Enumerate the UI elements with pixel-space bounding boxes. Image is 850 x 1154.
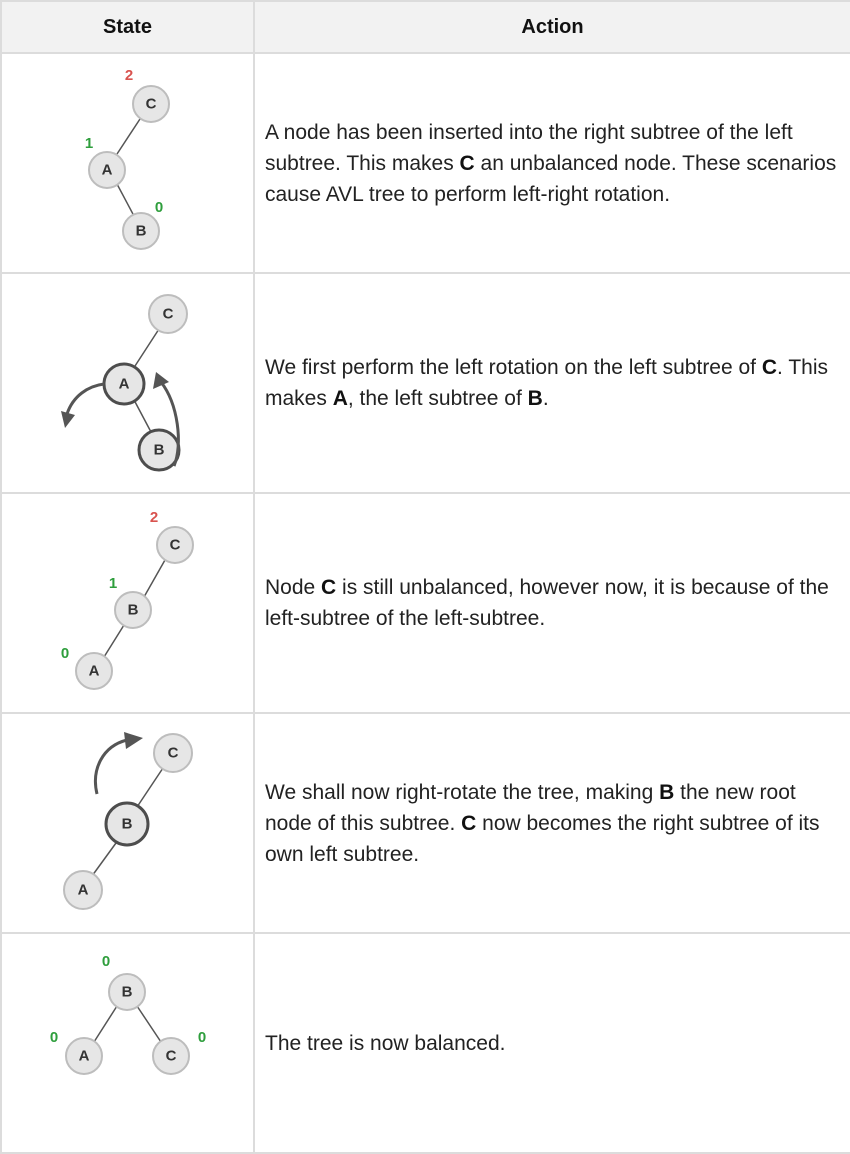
- rotation-arrow-left: [65, 382, 105, 415]
- state-diagram-cell: C A B 2 1 0: [0, 52, 255, 274]
- tree-edge: [136, 1005, 162, 1043]
- tree-node: [156, 526, 194, 564]
- column-header-action: Action: [253, 0, 850, 54]
- action-description: The tree is now balanced.: [253, 932, 850, 1154]
- tree-node: [132, 85, 170, 123]
- tree-edge: [132, 397, 152, 433]
- table-row: C A B 2 1 0 A node has been inserted int…: [0, 52, 850, 274]
- tree-edge: [134, 328, 160, 367]
- state-diagram-cell: C B A 2 1 0: [0, 492, 255, 714]
- balance-factor: 0: [155, 199, 163, 216]
- node-emphasis: C: [761, 356, 778, 379]
- tree-node: [75, 652, 113, 690]
- tree-edge: [103, 624, 125, 658]
- tree-node-label: A: [79, 1048, 90, 1065]
- tree-node: [153, 733, 193, 773]
- node-emphasis: B: [527, 387, 543, 410]
- tree-edge: [143, 559, 166, 598]
- balance-factor: 2: [150, 509, 158, 526]
- tree-node: [88, 151, 126, 189]
- table-header-row: State Action: [0, 0, 850, 54]
- tree-edge: [136, 767, 164, 808]
- tree-node-label: A: [119, 376, 130, 393]
- state-diagram-cell: C A B: [0, 272, 255, 494]
- tree-node-label: B: [128, 602, 139, 619]
- tree-node: [114, 591, 152, 629]
- balance-factor: 0: [198, 1029, 206, 1046]
- balance-factor: 2: [125, 67, 133, 84]
- action-description: We shall now right-rotate the tree, maki…: [253, 712, 850, 934]
- tree-node: [108, 973, 146, 1011]
- tree-node-label: C: [168, 745, 179, 762]
- tree-diagram: C A B 2 1 0: [85, 67, 170, 250]
- node-emphasis: C: [459, 151, 475, 175]
- balance-factor: 0: [61, 645, 69, 662]
- tree-node-label: A: [78, 882, 89, 899]
- tree-edge: [91, 842, 117, 877]
- table-row: C B A 2 1 0 Node C is still unbalanced, …: [0, 492, 850, 714]
- tree-node: [104, 801, 150, 847]
- tree-node-label: C: [146, 96, 157, 113]
- tree-node-label: C: [163, 306, 174, 323]
- tree-node-label: A: [102, 162, 113, 179]
- tree-diagram: B A C 0 0 0: [50, 953, 206, 1075]
- balance-factor: 0: [102, 953, 110, 970]
- tree-node-label: B: [154, 442, 165, 459]
- arrowhead: [153, 372, 169, 389]
- rotation-arrow-up: [159, 381, 180, 467]
- node-emphasis: B: [659, 780, 675, 804]
- node-emphasis: C: [461, 811, 477, 835]
- balance-factor: 0: [50, 1029, 58, 1046]
- tree-node-label: A: [89, 663, 100, 680]
- action-description: A node has been inserted into the right …: [253, 52, 850, 274]
- tree-node: [152, 1037, 190, 1075]
- tree-diagram: C A B: [61, 294, 188, 472]
- column-header-state: State: [0, 0, 255, 54]
- action-description: Node C is still unbalanced, however now,…: [253, 492, 850, 714]
- node-emphasis: C: [321, 576, 337, 599]
- tree-node-label: B: [122, 984, 133, 1001]
- tree-node-label: C: [170, 537, 181, 554]
- state-diagram-cell: C B A: [0, 712, 255, 934]
- balance-factor: 1: [85, 135, 93, 152]
- tree-node: [65, 1037, 103, 1075]
- tree-diagram: C B A: [63, 732, 193, 910]
- arrowhead: [124, 732, 143, 749]
- tree-edge: [116, 118, 141, 155]
- rotation-arrow-right: [94, 738, 128, 795]
- tree-node: [122, 212, 160, 250]
- table-row: C B A We shall now right-rotate the tree…: [0, 712, 850, 934]
- tree-node: [63, 870, 103, 910]
- tree-node-label: B: [136, 223, 147, 240]
- tree-node-label: B: [122, 816, 133, 833]
- action-description: We first perform the left rotation on th…: [253, 272, 850, 494]
- tree-edge: [93, 1005, 118, 1043]
- tree-edge: [116, 183, 135, 217]
- balance-factor: 1: [109, 575, 117, 592]
- table-row: C A B We first perform the left rotation…: [0, 272, 850, 494]
- node-emphasis: A: [332, 387, 348, 410]
- tree-diagram: C B A 2 1 0: [61, 509, 194, 690]
- tree-node: [148, 294, 188, 334]
- tree-node-label: C: [166, 1048, 177, 1065]
- table-row: B A C 0 0 0 The tree is now balanced.: [0, 932, 850, 1154]
- arrowhead: [61, 411, 75, 428]
- state-diagram-cell: B A C 0 0 0: [0, 932, 255, 1154]
